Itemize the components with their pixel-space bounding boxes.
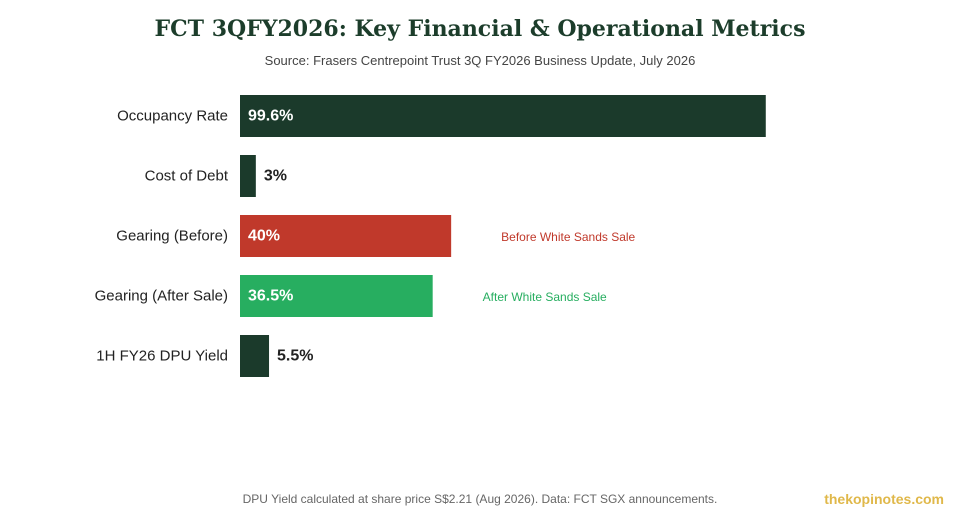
value-label: 36.5% — [248, 288, 293, 305]
category-label: Occupancy Rate — [117, 108, 228, 125]
footnote: DPU Yield calculated at share price S$2.… — [242, 492, 718, 506]
value-label: 99.6% — [248, 108, 293, 125]
value-label: 3% — [264, 168, 287, 185]
bar-gearing-before — [240, 215, 452, 257]
bar-1h-fy26-dpu-yield — [240, 335, 270, 377]
bar-gearing-after-sale — [240, 275, 433, 317]
value-label: 40% — [248, 228, 280, 245]
value-label: 5.5% — [277, 348, 313, 365]
bar-chart: Occupancy Rate 99.6% Cost of Debt 3% Gearing… — [95, 95, 766, 377]
category-label: 1H FY26 DPU Yield — [96, 348, 228, 365]
bar-cost-of-debt — [240, 155, 256, 197]
chart-title: FCT 3QFY2026: Key Financial & Operationa… — [154, 16, 806, 42]
chart-subtitle: Source: Frasers Centrepoint Trust 3Q FY2… — [264, 53, 696, 68]
bar-annotation: Before White Sands Sale — [501, 230, 635, 244]
bar-annotation: After White Sands Sale — [483, 290, 607, 304]
category-label: Gearing (Before) — [116, 228, 228, 245]
category-label: Gearing (After Sale) — [95, 288, 228, 305]
brand-watermark: thekopinotes.com — [824, 491, 944, 507]
bar-occupancy-rate — [240, 95, 766, 137]
category-label: Cost of Debt — [145, 168, 229, 185]
